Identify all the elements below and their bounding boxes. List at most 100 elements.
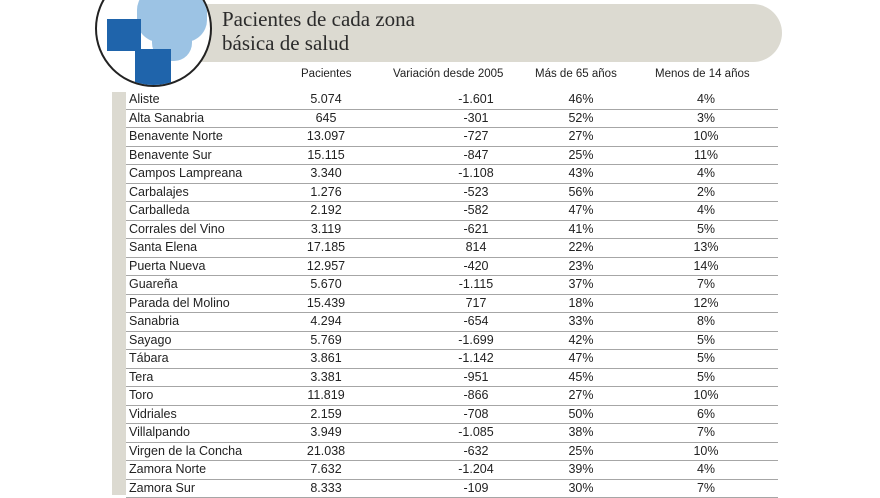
zone-name: Carballeda [129,202,189,220]
patients-cell: 2.159 [276,406,376,424]
variation-cell: -523 [416,184,536,202]
patients-cell: 13.097 [276,128,376,146]
zone-name: Parada del Molino [129,295,230,313]
over-65-cell: 37% [526,276,636,294]
zone-name: Toro [129,387,153,405]
zone-name: Benavente Sur [129,147,212,165]
patients-cell: 3.340 [276,165,376,183]
under-14-cell: 6% [644,406,768,424]
patients-cell: 11.819 [276,387,376,405]
variation-cell: -582 [416,202,536,220]
under-14-cell: 2% [644,184,768,202]
patients-cell: 3.949 [276,424,376,442]
title-line-1: Pacientes de cada zona [222,7,415,31]
table-side-strip [112,92,126,495]
variation-cell: -1.085 [416,424,536,442]
patients-cell: 645 [276,110,376,128]
under-14-cell: 5% [644,350,768,368]
under-14-cell: 10% [644,443,768,461]
over-65-cell: 50% [526,406,636,424]
under-14-cell: 14% [644,258,768,276]
variation-cell: -420 [416,258,536,276]
page-title: Pacientes de cada zona básica de salud [222,7,415,55]
over-65-cell: 38% [526,424,636,442]
over-65-cell: 33% [526,313,636,331]
over-65-cell: 42% [526,332,636,350]
variation-cell: -301 [416,110,536,128]
over-65-cell: 52% [526,110,636,128]
zone-name: Tera [129,369,153,387]
over-65-cell: 43% [526,165,636,183]
under-14-cell: 7% [644,276,768,294]
variation-cell: -1.601 [416,91,536,109]
over-65-cell: 41% [526,221,636,239]
title-line-2: básica de salud [222,31,415,55]
zone-name: Puerta Nueva [129,258,205,276]
column-header-mas-65: Más de 65 años [535,68,617,80]
patients-cell: 4.294 [276,313,376,331]
over-65-cell: 25% [526,147,636,165]
zone-name: Villalpando [129,424,190,442]
variation-cell: -727 [416,128,536,146]
patients-cell: 1.276 [276,184,376,202]
over-65-cell: 47% [526,350,636,368]
variation-cell: -1.108 [416,165,536,183]
column-header-variacion: Variación desde 2005 [393,68,503,80]
patients-cell: 3.119 [276,221,376,239]
variation-cell: -621 [416,221,536,239]
under-14-cell: 4% [644,91,768,109]
patients-cell: 3.861 [276,350,376,368]
over-65-cell: 47% [526,202,636,220]
column-header-menos-14: Menos de 14 años [655,68,750,80]
zone-name: Zamora Sur [129,480,195,498]
variation-cell: -1.699 [416,332,536,350]
patients-cell: 5.074 [276,91,376,109]
patients-cell: 15.439 [276,295,376,313]
under-14-cell: 12% [644,295,768,313]
variation-cell: -847 [416,147,536,165]
variation-cell: -1.115 [416,276,536,294]
under-14-cell: 5% [644,332,768,350]
under-14-cell: 5% [644,369,768,387]
column-header-pacientes: Pacientes [301,68,352,80]
zone-name: Sayago [129,332,171,350]
zone-name: Carbalajes [129,184,189,202]
variation-cell: -866 [416,387,536,405]
patients-cell: 2.192 [276,202,376,220]
zone-name: Aliste [129,91,160,109]
over-65-cell: 39% [526,461,636,479]
over-65-cell: 30% [526,480,636,498]
under-14-cell: 3% [644,110,768,128]
under-14-cell: 11% [644,147,768,165]
under-14-cell: 10% [644,128,768,146]
zone-name: Virgen de la Concha [129,443,242,461]
patients-cell: 17.185 [276,239,376,257]
zone-name: Zamora Norte [129,461,206,479]
patients-cell: 15.115 [276,147,376,165]
patients-cell: 5.769 [276,332,376,350]
patients-cell: 7.632 [276,461,376,479]
over-65-cell: 27% [526,128,636,146]
over-65-cell: 27% [526,387,636,405]
under-14-cell: 4% [644,165,768,183]
patients-cell: 8.333 [276,480,376,498]
variation-cell: -632 [416,443,536,461]
over-65-cell: 56% [526,184,636,202]
under-14-cell: 4% [644,202,768,220]
under-14-cell: 5% [644,221,768,239]
